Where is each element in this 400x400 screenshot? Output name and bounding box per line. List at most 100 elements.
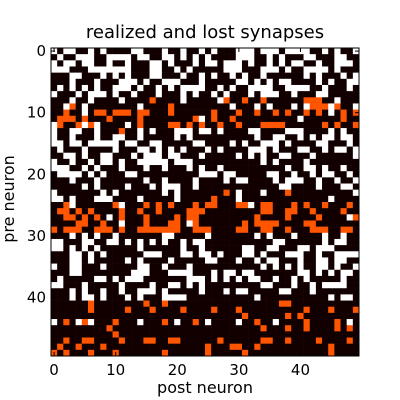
heatmap-cell [254,331,261,338]
heatmap-cell [334,294,341,301]
heatmap-cell [168,109,175,117]
heatmap-cell [309,177,317,184]
heatmap-cell [186,208,193,215]
heatmap-cell [352,263,360,271]
heatmap-cell [303,103,311,110]
heatmap-cell [229,220,237,227]
heatmap-cell [180,177,187,184]
heatmap-cell [87,202,95,209]
heatmap-cell [217,60,224,67]
heatmap-cell [57,60,64,67]
heatmap-cell [315,140,323,147]
heatmap-cell [217,238,224,246]
heatmap-cell [285,263,292,271]
heatmap-cell [137,202,144,209]
heatmap-cell [291,165,298,172]
heatmap-cell [174,140,181,147]
heatmap-cell [205,54,212,61]
heatmap-cell [346,300,354,308]
heatmap-cell [174,121,181,129]
heatmap-cell [124,48,132,55]
heatmap-cell [272,294,280,301]
heatmap-cell [75,337,83,344]
heatmap-cell [155,208,163,215]
heatmap-cell [266,91,274,98]
heatmap-cell [303,195,311,203]
heatmap-cell [63,312,70,320]
heatmap-cell [161,128,169,135]
heatmap-cell [186,152,193,160]
x-tick-label: 10 [106,361,125,379]
heatmap-cell [297,165,304,172]
heatmap-cell [63,48,70,55]
heatmap-cell [69,232,76,240]
heatmap-cell [309,226,317,234]
heatmap-cell [248,183,255,190]
heatmap-cell [229,115,237,123]
heatmap-cell [94,189,101,197]
heatmap-cell [266,103,274,110]
heatmap-cell [94,263,101,271]
heatmap-cell [254,134,261,141]
heatmap-cell [303,306,311,314]
heatmap-cell [248,300,255,308]
heatmap-cell [106,72,113,80]
heatmap-cell [106,226,113,234]
heatmap-cell [266,220,274,227]
heatmap-cell [217,282,224,289]
heatmap-cell [272,152,280,160]
heatmap-cell [75,257,83,264]
heatmap-cell [137,152,144,160]
heatmap-cell [235,251,243,258]
heatmap-cell [229,134,237,141]
heatmap-cell [155,121,163,129]
heatmap-cell [217,226,224,234]
heatmap-cell [75,91,83,98]
heatmap-cell [87,349,95,357]
heatmap-cell [217,208,224,215]
heatmap-cell [328,232,335,240]
heatmap-cell [322,171,329,178]
heatmap-cell [75,134,83,141]
heatmap-cell [198,325,206,332]
heatmap-cell [272,319,280,326]
heatmap-cell [118,257,126,264]
heatmap-cell [248,103,255,110]
heatmap-cell [192,91,200,98]
heatmap-cell [118,72,126,80]
heatmap-cell [174,306,181,314]
heatmap-cell [51,331,58,338]
heatmap-cell [69,121,76,129]
heatmap-cell [180,103,187,110]
heatmap-cell [57,269,64,277]
heatmap-cell [322,60,329,67]
heatmap-cell [155,109,163,117]
heatmap-cell [328,257,335,264]
heatmap-cell [81,54,89,61]
heatmap-cell [168,312,175,320]
heatmap-cell [75,121,83,129]
heatmap-cell [69,189,76,197]
heatmap-cell [254,269,261,277]
heatmap-cell [69,251,76,258]
heatmap-cell [328,319,335,326]
heatmap-cell [100,343,107,351]
heatmap-cell [229,238,237,246]
heatmap-cell [309,202,317,209]
heatmap-cell [149,103,157,110]
heatmap-cell [291,263,298,271]
heatmap-cell [223,245,230,252]
heatmap-cell [285,189,292,197]
heatmap-cell [192,263,200,271]
heatmap-cell [100,232,107,240]
heatmap-cell [94,288,101,295]
heatmap-cell [57,189,64,197]
heatmap-cell [186,300,193,308]
heatmap-cell [161,54,169,61]
heatmap-cell [285,245,292,252]
heatmap-cell [118,152,126,160]
heatmap-cell [168,306,175,314]
heatmap-cell [260,245,267,252]
heatmap-cell [124,109,132,117]
heatmap-cell [57,238,64,246]
